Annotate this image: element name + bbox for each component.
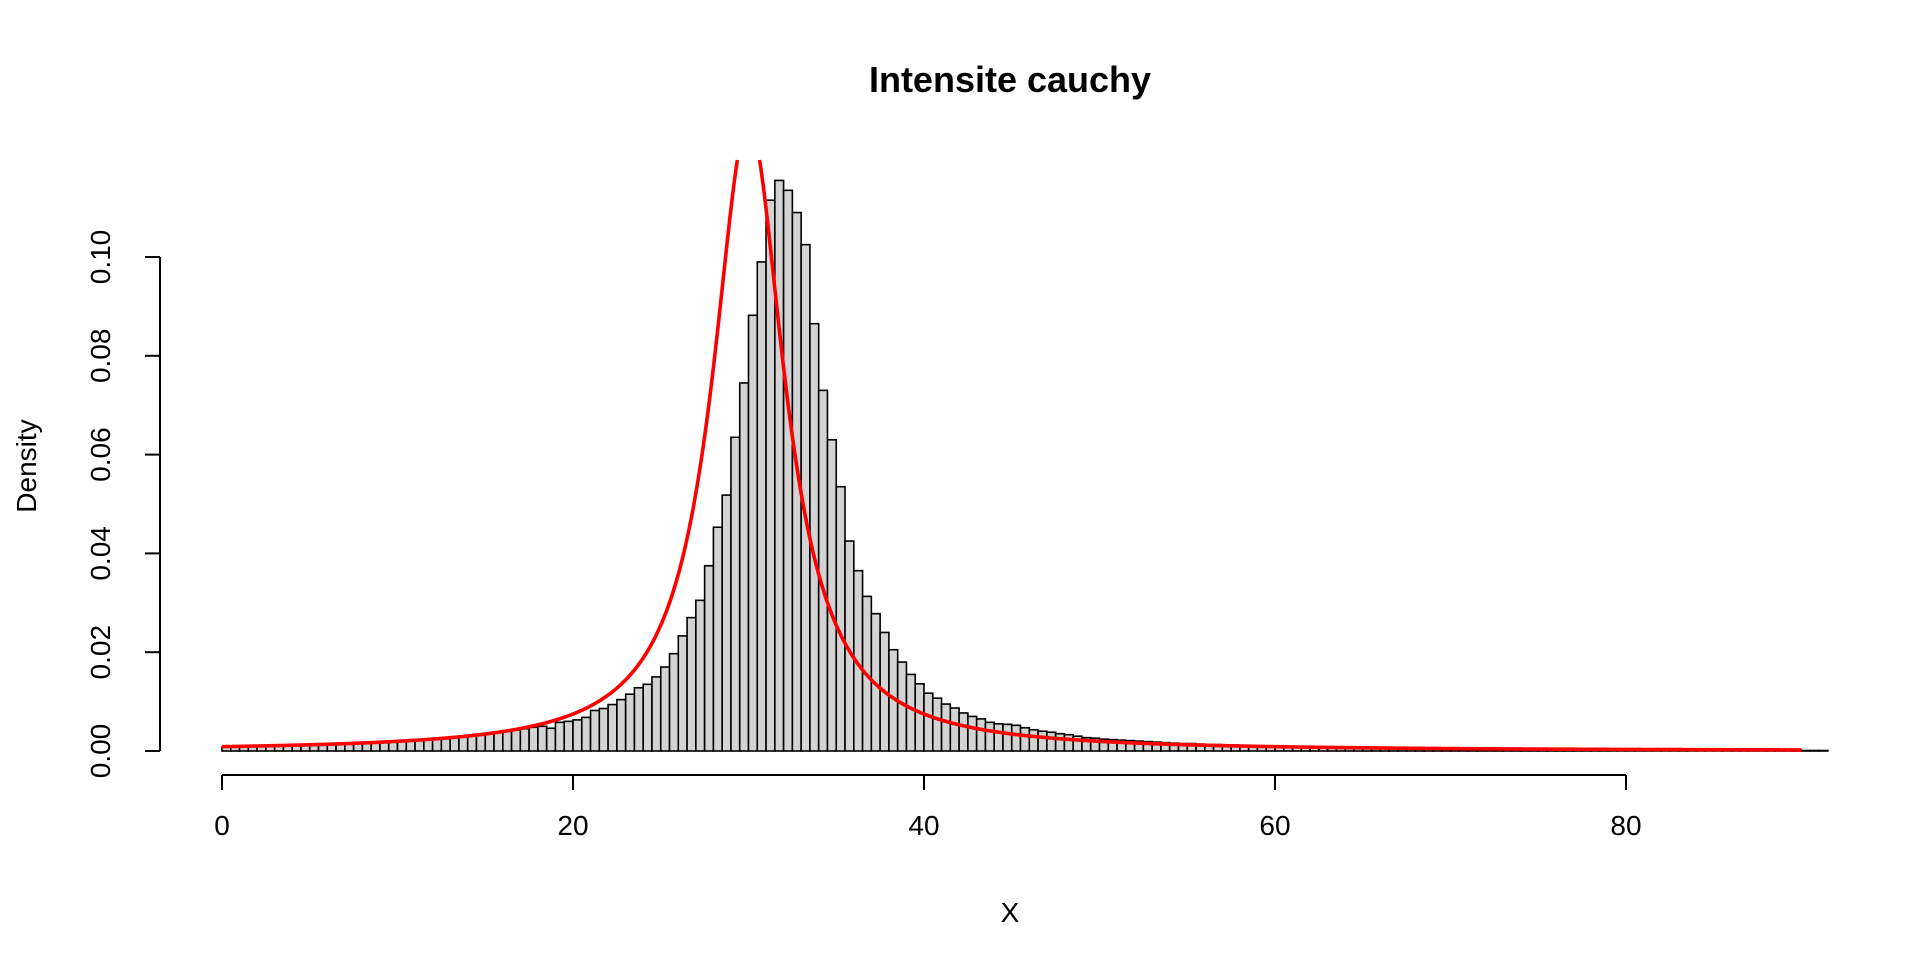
y-tick-label: 0.10 — [85, 230, 116, 285]
histogram-bar — [923, 692, 934, 752]
histogram-bar — [1046, 731, 1057, 752]
histogram-bar — [466, 734, 478, 752]
histogram-bar — [738, 382, 750, 752]
histogram-bar — [1019, 726, 1031, 752]
histogram-bar — [949, 707, 960, 752]
histogram-bar — [712, 526, 723, 752]
histogram-bar — [545, 727, 557, 752]
histogram-bar — [721, 494, 732, 752]
x-tick-label: 0 — [214, 810, 230, 841]
histogram-bar — [598, 707, 609, 752]
histogram-bar — [668, 652, 680, 752]
histogram-bar — [1063, 733, 1074, 752]
histogram-bar — [458, 735, 469, 752]
x-tick-label: 60 — [1259, 810, 1290, 841]
histogram-bar — [633, 686, 644, 752]
histogram-bar — [580, 716, 592, 752]
histogram-bar — [817, 389, 829, 752]
histogram-bar — [510, 729, 522, 752]
histogram-bar — [835, 485, 846, 752]
histogram-bar — [1054, 732, 1066, 752]
histogram-bar — [484, 732, 495, 752]
histogram-bar — [931, 697, 943, 752]
x-tick-label: 40 — [908, 810, 939, 841]
histogram-bar — [975, 718, 987, 752]
histogram-bar — [756, 261, 767, 752]
histogram-bar — [914, 683, 925, 752]
cauchy-density-curve — [221, 159, 1802, 752]
histogram-bar — [774, 179, 785, 752]
histogram-bar — [967, 715, 978, 752]
y-tick-label: 0.02 — [85, 625, 116, 680]
histogram-bar — [958, 712, 969, 752]
histogram-bar — [651, 676, 662, 752]
histogram-bar — [589, 709, 601, 752]
y-axis: 0.00 0.02 0.04 0.06 0.08 0.10 — [85, 230, 161, 779]
histogram-bar — [659, 666, 671, 752]
histogram-bar — [528, 726, 539, 752]
histogram-bar — [537, 725, 548, 752]
y-tick-label: 0.04 — [85, 526, 116, 581]
histogram-bar — [747, 314, 759, 752]
chart-title: Intensite cauchy — [869, 59, 1151, 100]
histogram-bar — [493, 731, 504, 752]
x-axis-label: X — [1001, 897, 1020, 928]
histogram-bar — [563, 720, 574, 752]
x-tick-label: 20 — [557, 810, 588, 841]
y-tick-label: 0.06 — [85, 427, 116, 482]
histogram-bar — [607, 703, 618, 752]
histogram-bar — [695, 599, 706, 752]
histogram-bar — [475, 733, 487, 752]
histogram-bar — [1037, 730, 1048, 752]
histogram-bar — [1002, 723, 1013, 752]
x-axis: 0 20 40 60 80 — [214, 774, 1642, 841]
histogram-bar — [616, 698, 627, 752]
histogram-bar — [642, 683, 653, 752]
histogram-bar — [572, 719, 583, 752]
y-axis-label: Density — [11, 419, 42, 512]
histogram-bar — [519, 727, 530, 752]
histogram-bar — [940, 703, 952, 752]
histogram-bar — [1028, 728, 1039, 752]
histogram-bar — [677, 635, 688, 752]
histogram-bar — [782, 189, 794, 752]
histogram-bar — [993, 723, 1004, 752]
histogram-bars — [221, 179, 1829, 752]
histogram-bar — [624, 693, 636, 752]
y-tick-label: 0.08 — [85, 329, 116, 384]
y-tick-label: 0.00 — [85, 724, 116, 779]
histogram-bar — [730, 436, 741, 752]
histogram-bar — [1010, 724, 1022, 752]
histogram-bar — [984, 721, 995, 752]
histogram-bar — [905, 673, 917, 752]
histogram-bar — [501, 729, 513, 752]
x-tick-label: 80 — [1610, 810, 1641, 841]
histogram-bar — [826, 438, 838, 752]
histogram-bar — [554, 721, 566, 752]
histogram-bar — [703, 564, 715, 752]
histogram-bar — [686, 616, 697, 752]
